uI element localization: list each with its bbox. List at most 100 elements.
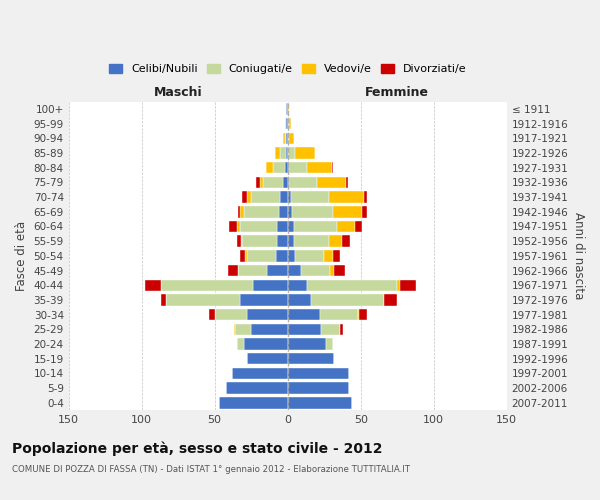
Bar xyxy=(287,192,290,203)
Bar xyxy=(283,176,287,188)
Bar xyxy=(333,250,340,262)
Bar xyxy=(287,353,334,364)
Bar xyxy=(232,368,287,379)
Bar xyxy=(287,338,326,350)
Bar xyxy=(317,176,346,188)
Bar xyxy=(267,265,287,276)
Bar xyxy=(166,294,239,306)
Text: COMUNE DI POZZA DI FASSA (TN) - Dati ISTAT 1° gennaio 2012 - Elaborazione TUTTIT: COMUNE DI POZZA DI FASSA (TN) - Dati IST… xyxy=(12,466,410,474)
Bar xyxy=(358,309,359,320)
Bar xyxy=(247,309,287,320)
Bar xyxy=(287,309,320,320)
Bar xyxy=(287,221,293,232)
Text: Maschi: Maschi xyxy=(154,86,202,98)
Bar xyxy=(247,192,251,203)
Bar xyxy=(145,280,161,291)
Bar xyxy=(321,324,340,335)
Bar xyxy=(226,382,287,394)
Bar xyxy=(239,294,287,306)
Bar xyxy=(241,236,242,247)
Bar xyxy=(286,103,287,115)
Text: Popolazione per età, sesso e stato civile - 2012: Popolazione per età, sesso e stato civil… xyxy=(12,441,383,456)
Bar xyxy=(293,221,337,232)
Bar xyxy=(275,148,280,159)
Bar xyxy=(342,236,350,247)
Bar xyxy=(209,309,215,320)
Bar xyxy=(279,206,287,218)
Bar xyxy=(251,324,287,335)
Bar xyxy=(242,236,277,247)
Bar xyxy=(311,294,384,306)
Bar xyxy=(307,280,397,291)
Bar xyxy=(260,176,263,188)
Bar xyxy=(289,162,307,173)
Bar xyxy=(239,250,245,262)
Bar xyxy=(256,176,260,188)
Bar xyxy=(359,309,367,320)
Bar xyxy=(247,353,287,364)
Bar xyxy=(287,280,307,291)
Bar xyxy=(287,103,289,115)
Bar xyxy=(334,265,344,276)
Bar xyxy=(277,236,287,247)
Bar xyxy=(295,250,324,262)
Bar xyxy=(233,324,235,335)
Bar xyxy=(287,132,289,144)
Bar xyxy=(219,397,287,408)
Bar xyxy=(236,338,244,350)
Bar xyxy=(228,265,238,276)
Bar xyxy=(397,280,400,291)
Bar xyxy=(277,221,287,232)
Bar xyxy=(346,176,347,188)
Bar xyxy=(330,265,334,276)
Bar xyxy=(340,324,343,335)
Bar xyxy=(247,250,276,262)
Bar xyxy=(287,148,295,159)
Bar xyxy=(333,206,362,218)
Bar xyxy=(287,368,349,379)
Bar xyxy=(287,176,289,188)
Bar xyxy=(238,206,239,218)
Bar xyxy=(287,250,295,262)
Bar xyxy=(295,148,316,159)
Bar xyxy=(287,265,301,276)
Bar xyxy=(287,118,289,130)
Bar xyxy=(362,206,367,218)
Bar xyxy=(364,192,367,203)
Bar xyxy=(285,132,286,144)
Bar xyxy=(283,132,285,144)
Bar xyxy=(320,309,358,320)
Bar xyxy=(215,309,247,320)
Bar xyxy=(301,265,330,276)
Bar xyxy=(273,162,285,173)
Bar xyxy=(289,176,317,188)
Bar xyxy=(239,221,277,232)
Bar xyxy=(287,294,311,306)
Bar xyxy=(355,221,362,232)
Bar xyxy=(287,162,289,173)
Bar xyxy=(229,221,236,232)
Bar xyxy=(286,148,287,159)
Bar xyxy=(287,382,349,394)
Bar xyxy=(239,206,244,218)
Legend: Celibi/Nubili, Coniugati/e, Vedovi/e, Divorziati/e: Celibi/Nubili, Coniugati/e, Vedovi/e, Di… xyxy=(104,60,471,78)
Bar xyxy=(337,221,355,232)
Bar xyxy=(289,132,293,144)
Bar xyxy=(329,236,342,247)
Bar xyxy=(280,192,287,203)
Bar xyxy=(280,148,286,159)
Bar xyxy=(324,250,333,262)
Bar xyxy=(238,265,267,276)
Bar xyxy=(307,162,332,173)
Bar xyxy=(286,132,287,144)
Bar xyxy=(251,192,280,203)
Bar xyxy=(236,236,241,247)
Bar xyxy=(253,280,287,291)
Bar xyxy=(161,280,253,291)
Bar xyxy=(161,294,166,306)
Bar xyxy=(329,192,364,203)
Bar xyxy=(287,324,321,335)
Bar xyxy=(331,162,333,173)
Bar xyxy=(290,192,329,203)
Bar xyxy=(293,236,329,247)
